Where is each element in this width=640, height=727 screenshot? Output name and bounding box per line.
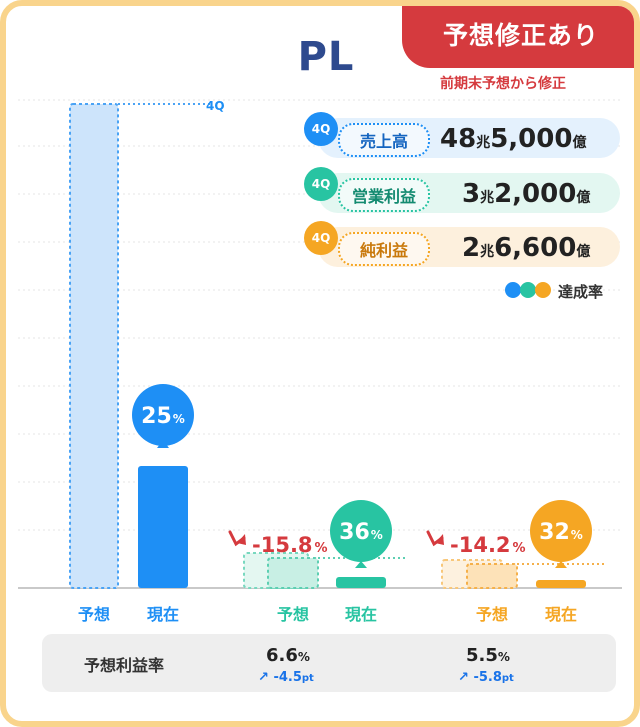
net-profit-current-label: 現在 (545, 605, 577, 624)
op-profit-achievement-bubble: 36% (330, 500, 392, 568)
net-profit-current-bar (536, 580, 586, 588)
svg-text:-14.2%: -14.2% (450, 533, 526, 557)
legend-value-net-profit: 2兆6,600億 (462, 233, 591, 263)
op-profit-current-label: 現在 (345, 605, 377, 624)
svg-text:-15.8%: -15.8% (252, 533, 328, 557)
legend-label-revenue: 売上高 (338, 123, 430, 157)
badge-subtitle: 前期末予想から修正 (440, 76, 566, 92)
trend-arrow-icon: ↗ (458, 670, 469, 685)
svg-text:25%: 25% (141, 404, 185, 429)
net-profit-forecast-bar (466, 563, 518, 589)
q-badge: 4Q (304, 112, 338, 146)
svg-text:32%: 32% (539, 520, 583, 545)
revenue-achievement-bubble: 25% (132, 384, 194, 448)
op-profit-current-bar (336, 577, 386, 588)
op-profit-forecast-label: 予想 (277, 605, 309, 624)
svg-text:36%: 36% (339, 520, 383, 545)
legend-value-revenue: 48兆5,000億 (440, 124, 587, 154)
revenue-current-bar (138, 466, 188, 588)
q-badge: 4Q (304, 221, 338, 255)
net-margin-value: 5.5% (466, 645, 510, 666)
legend-label-net-profit: 純利益 (338, 232, 430, 266)
revenue-current-label: 現在 (147, 605, 179, 624)
net-profit-achievement-bubble: 32% (530, 500, 592, 568)
page-title: PL (297, 34, 355, 80)
op-profit-change: -15.8% (228, 530, 328, 557)
q-badge: 4Q (304, 167, 338, 201)
op-profit-forecast-bar (267, 557, 319, 589)
revenue-forecast-bar (69, 103, 119, 589)
q-marker-label: 4Q (206, 99, 225, 113)
net-profit-forecast-label: 予想 (476, 605, 508, 624)
net-profit-change: -14.2% (426, 530, 526, 557)
margin-bar (42, 634, 616, 692)
legend-label-operating-profit: 営業利益 (338, 178, 430, 212)
op-margin-diff: ↗ -4.5pt (258, 670, 314, 685)
forecast-revision-badge: 予想修正あり (402, 6, 634, 68)
op-margin-value: 6.6% (266, 645, 310, 666)
net-margin-diff: ↗ -5.8pt (458, 670, 514, 685)
revenue-forecast-label: 予想 (78, 605, 110, 624)
achievement-legend-icon (505, 282, 551, 298)
achievement-legend-label: 達成率 (558, 283, 603, 301)
legend-value-operating-profit: 3兆2,000億 (462, 179, 591, 209)
trend-arrow-icon: ↗ (258, 670, 269, 685)
margin-label: 予想利益率 (84, 656, 165, 675)
